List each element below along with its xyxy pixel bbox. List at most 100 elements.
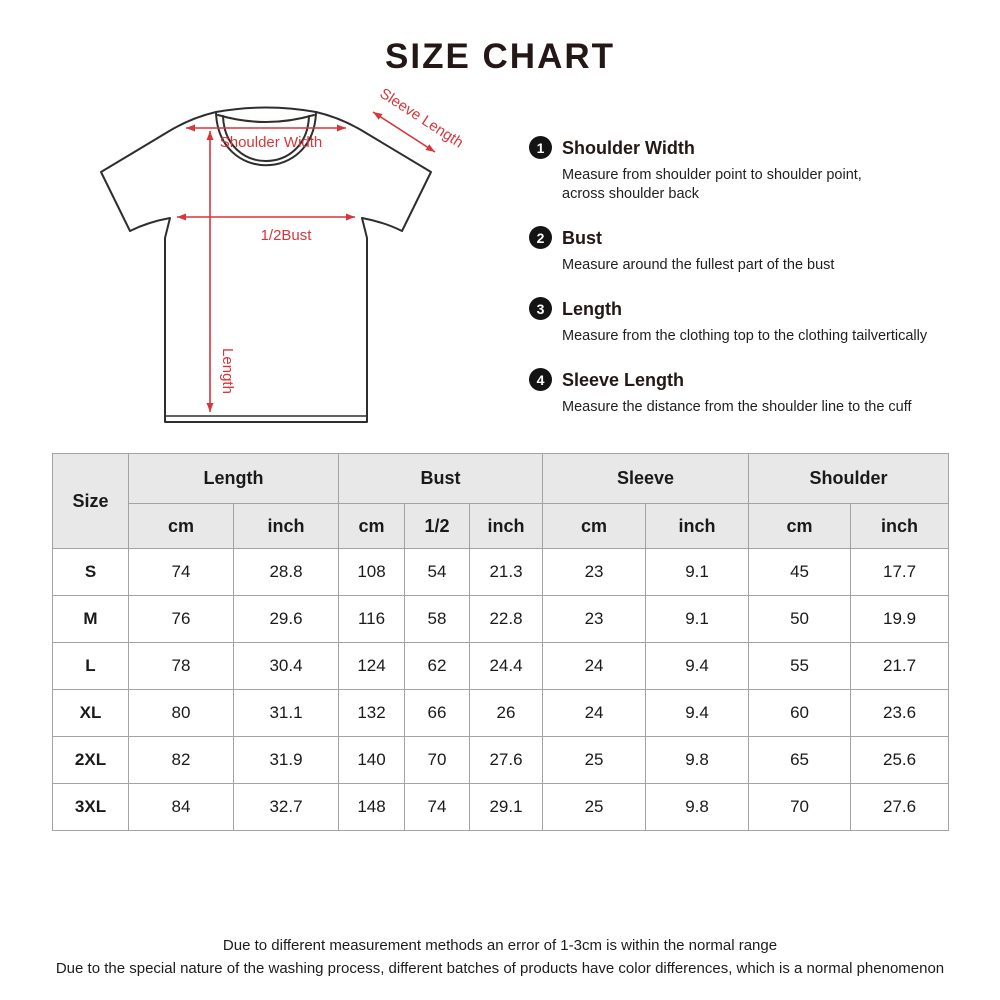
- value-cell: 70: [404, 736, 470, 784]
- size-cell: S: [52, 548, 129, 596]
- legend-description: Measure around the fullest part of the b…: [562, 256, 974, 275]
- value-cell: 108: [338, 548, 405, 596]
- footer-note-measurement: Due to different measurement methods an …: [222, 937, 778, 954]
- legend-description-line: Measure around the fullest part of the b…: [562, 257, 835, 273]
- sub-header-length-cm: cm: [128, 503, 234, 549]
- page-title: SIZE CHART: [385, 37, 615, 76]
- legend-description: Measure from shoulder point to shoulder …: [562, 166, 974, 204]
- table-row: S 74 28.8 108 54 21.3 23 9.1 45 17.7: [52, 548, 950, 596]
- value-cell: 78: [128, 642, 234, 690]
- value-cell: 54: [404, 548, 470, 596]
- value-cell: 58: [404, 595, 470, 643]
- length-label: Length: [219, 348, 236, 394]
- value-cell: 62: [404, 642, 470, 690]
- size-cell: L: [52, 642, 129, 690]
- value-cell: 29.6: [233, 595, 339, 643]
- value-cell: 19.9: [850, 595, 950, 643]
- value-cell: 55: [748, 642, 852, 690]
- value-cell: 9.4: [645, 642, 750, 690]
- value-cell: 84: [128, 783, 234, 831]
- shoulder-width-label: Shoulder Width: [220, 134, 323, 151]
- value-cell: 9.8: [645, 783, 750, 831]
- number-4-badge: 4: [529, 368, 552, 391]
- tshirt-diagram-svg: Shoulder Width 1/2Bust Length Sleeve Len…: [100, 88, 467, 423]
- value-cell: 66: [404, 689, 470, 737]
- value-cell: 80: [128, 689, 234, 737]
- sub-header-length-inch: inch: [233, 503, 339, 549]
- size-table-body: S 74 28.8 108 54 21.3 23 9.1 45 17.7 M 76 29.6 116 58 2…: [52, 548, 950, 831]
- table-group-header-row: Size Length Bust Sleeve Shoulder: [52, 453, 950, 549]
- value-cell: 26: [468, 689, 544, 737]
- value-cell: 45: [748, 548, 852, 596]
- value-cell: 76: [128, 595, 234, 643]
- measurement-legend: 1 Shoulder Width Measure from shoulder p…: [529, 136, 974, 441]
- value-cell: 60: [748, 689, 852, 737]
- size-cell: M: [52, 595, 129, 643]
- size-table: Size Length Bust Sleeve Shoulder cm inch…: [52, 453, 950, 831]
- value-cell: 9.8: [645, 736, 750, 784]
- sleeve-length-label: Sleeve Length: [377, 88, 467, 151]
- value-cell: 132: [338, 689, 405, 737]
- legend-item-sleeve-length: 4 Sleeve Length Measure the distance fro…: [529, 368, 974, 417]
- legend-title: Sleeve Length: [562, 370, 685, 390]
- legend-title: Shoulder Width: [562, 138, 695, 158]
- legend-item-length: 3 Length Measure from the clothing top t…: [529, 297, 974, 346]
- measurement-arrows: [177, 111, 436, 412]
- value-cell: 27.6: [468, 736, 544, 784]
- value-cell: 28.8: [233, 548, 339, 596]
- value-cell: 140: [338, 736, 405, 784]
- sub-header-bust-inch: inch: [468, 503, 544, 549]
- value-cell: 148: [338, 783, 405, 831]
- legend-item-shoulder-width: 1 Shoulder Width Measure from shoulder p…: [529, 136, 974, 204]
- table-sub-header-row: cm inch cm 1/2 inch cm inch cm inch: [53, 503, 950, 549]
- value-cell: 9.1: [645, 548, 750, 596]
- size-cell: 2XL: [52, 736, 129, 784]
- tshirt-outline: [100, 106, 432, 423]
- table-row: XL 80 31.1 132 66 26 24 9.4 60 23.6: [52, 689, 950, 737]
- value-cell: 21.3: [468, 548, 544, 596]
- value-cell: 82: [128, 736, 234, 784]
- arrowheads: [177, 112, 435, 412]
- value-cell: 24: [542, 689, 647, 737]
- legend-title: Bust: [562, 228, 602, 248]
- value-cell: 27.6: [850, 783, 950, 831]
- value-cell: 70: [748, 783, 852, 831]
- size-cell: XL: [52, 689, 129, 737]
- legend-description-line: Measure from the clothing top to the clo…: [562, 328, 928, 344]
- value-cell: 50: [748, 595, 852, 643]
- table-row: M 76 29.6 116 58 22.8 23 9.1 50 19.9: [52, 595, 950, 643]
- value-cell: 31.9: [233, 736, 339, 784]
- number-2-badge: 2: [529, 226, 552, 249]
- value-cell: 25: [542, 736, 647, 784]
- value-cell: 9.4: [645, 689, 750, 737]
- number-3-badge: 3: [529, 297, 552, 320]
- legend-description-line: Measure from shoulder point to shoulder …: [562, 167, 862, 183]
- col-group-sleeve: Sleeve: [542, 453, 750, 504]
- legend-item-bust: 2 Bust Measure around the fullest part o…: [529, 226, 974, 275]
- sub-header-shoulder-inch: inch: [850, 503, 950, 549]
- col-group-shoulder: Shoulder: [748, 453, 950, 504]
- value-cell: 24.4: [468, 642, 544, 690]
- sleeve-length-arrow: [372, 111, 436, 153]
- value-cell: 23.6: [850, 689, 950, 737]
- legend-description-line: across shoulder back: [562, 186, 700, 202]
- value-cell: 25: [542, 783, 647, 831]
- tshirt-measurement-diagram: Shoulder Width 1/2Bust Length Sleeve Len…: [85, 88, 485, 433]
- sub-header-sleeve-cm: cm: [542, 503, 647, 549]
- col-header-size: Size: [52, 453, 129, 549]
- sub-header-bust-cm: cm: [338, 503, 405, 549]
- value-cell: 17.7: [850, 548, 950, 596]
- size-cell: 3XL: [52, 783, 129, 831]
- col-group-bust: Bust: [337, 453, 544, 504]
- value-cell: 32.7: [233, 783, 339, 831]
- sub-header-shoulder-cm: cm: [748, 503, 852, 549]
- value-cell: 21.7: [850, 642, 950, 690]
- legend-title: Length: [562, 299, 622, 319]
- table-row: 2XL 82 31.9 140 70 27.6 25 9.8 65 25.6: [52, 736, 950, 784]
- value-cell: 74: [128, 548, 234, 596]
- legend-description-line: Measure the distance from the shoulder l…: [562, 399, 912, 415]
- value-cell: 24: [542, 642, 647, 690]
- number-1-badge: 1: [529, 136, 552, 159]
- sub-header-sleeve-inch: inch: [645, 503, 750, 549]
- table-row: 3XL 84 32.7 148 74 29.1 25 9.8 70 27.6: [52, 783, 950, 831]
